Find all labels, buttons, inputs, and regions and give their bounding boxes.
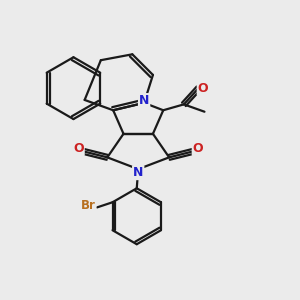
Text: O: O <box>198 82 208 95</box>
Text: Br: Br <box>81 200 96 212</box>
Text: O: O <box>193 142 203 155</box>
Text: N: N <box>139 94 149 107</box>
Text: O: O <box>73 142 84 155</box>
Text: N: N <box>133 166 143 179</box>
